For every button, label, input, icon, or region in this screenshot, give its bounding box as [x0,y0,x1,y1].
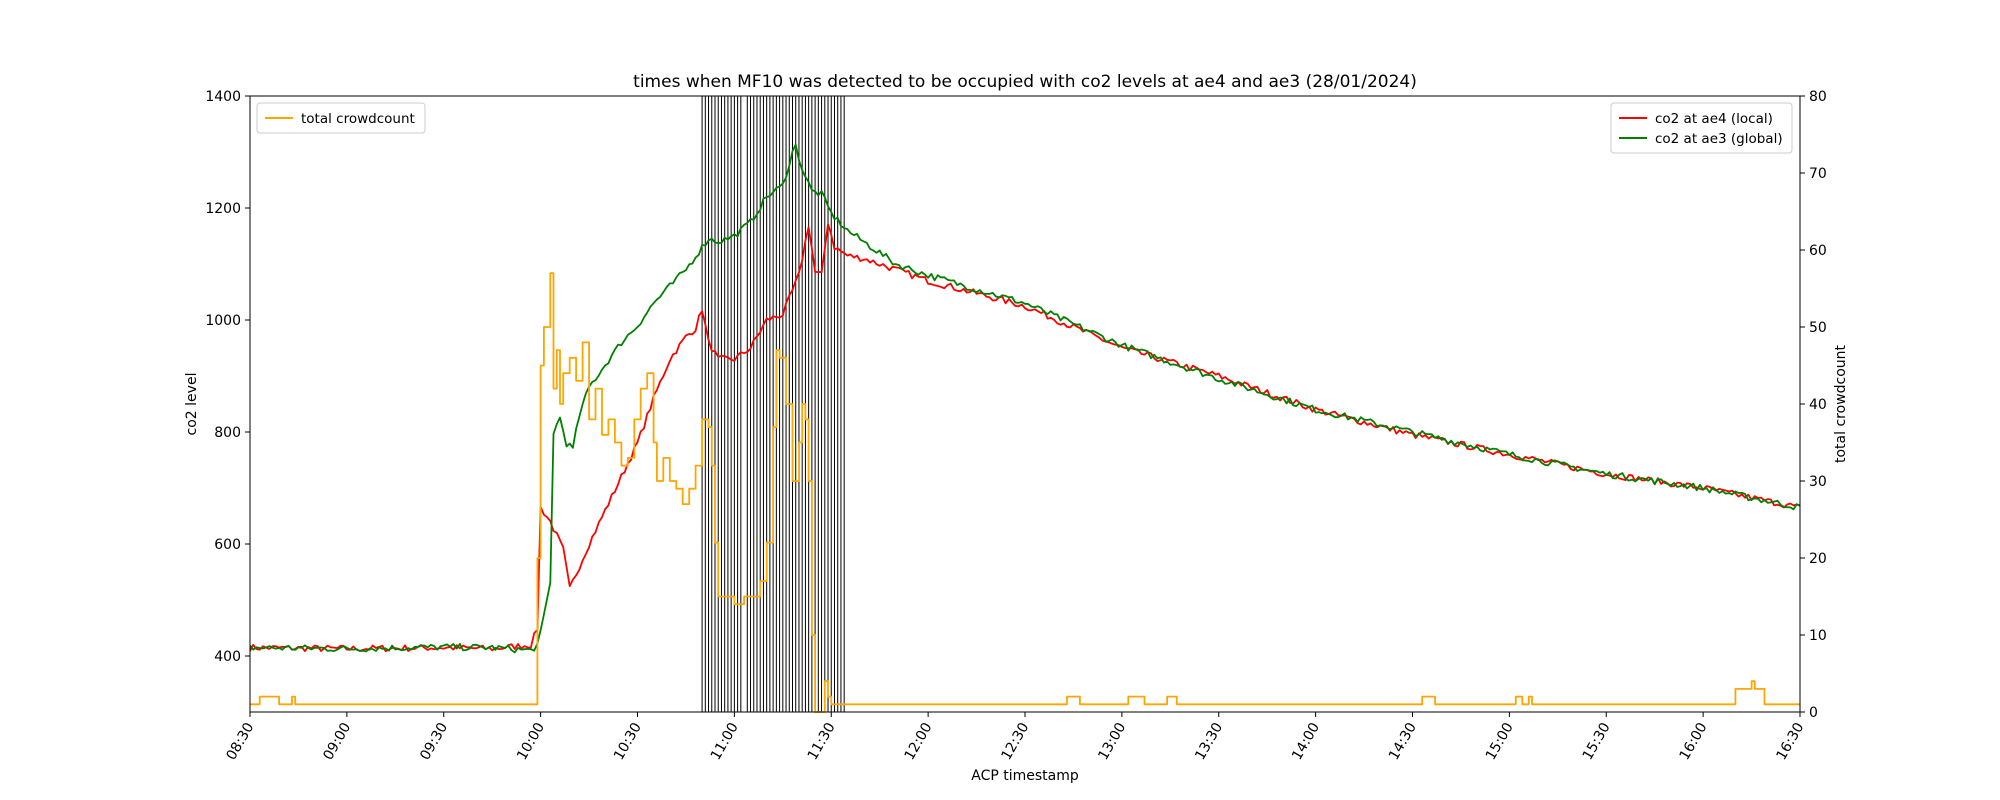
x-tick-label: 12:30 [998,720,1032,763]
axis-ticks: 08:30 09:00 09:30 10:00 10:30 11:00 11:30 12:00… [205,89,1826,763]
y-right-tick-label: 40 [1809,397,1827,413]
y-left-tick-label: 1400 [205,89,241,105]
x-tick-label: 10:30 [611,720,645,763]
legend-label: co2 at ae3 (global) [1655,131,1783,147]
occupancy-marks [701,96,845,712]
x-tick-label: 10:00 [514,720,548,763]
y-right-tick-label: 0 [1809,705,1818,721]
series-lines [249,143,1801,713]
y-left-tick-label: 800 [214,425,241,441]
x-tick-label: 14:30 [1386,720,1420,763]
x-tick-label: 09:30 [417,720,451,763]
y-left-tick-label: 1000 [205,313,241,329]
legend-box [1610,102,1793,154]
x-tick-label: 12:00 [902,720,936,763]
y-right-tick-label: 60 [1809,243,1827,259]
series-line-total-crowdcount [250,272,1800,713]
chart-title: times when MF10 was detected to be occup… [633,72,1417,92]
plot-frame [249,95,1801,713]
legend-left: total crowdcount [256,102,426,134]
y-right-tick-label: 20 [1809,551,1827,567]
x-tick-label: 13:30 [1192,720,1226,763]
x-tick-label: 08:30 [223,720,257,763]
x-tick-label: 11:00 [708,720,742,763]
x-tick-label: 15:00 [1483,720,1517,763]
y-left-tick-label: 1200 [205,201,241,217]
x-tick-label: 13:00 [1095,720,1129,763]
y-right-tick-label: 80 [1809,89,1827,105]
x-tick-label: 16:00 [1677,720,1711,763]
x-tick-label: 09:00 [320,720,354,763]
legend-label: co2 at ae4 (local) [1655,111,1773,127]
y-right-tick-label: 70 [1809,166,1827,182]
x-tick-label: 14:00 [1289,720,1323,763]
y-axis-label-left: co2 level [184,373,200,436]
y-right-tick-label: 30 [1809,474,1827,490]
y-right-tick-label: 50 [1809,320,1827,336]
legend-right: co2 at ae4 (local) co2 at ae3 (global) [1610,102,1793,154]
y-left-tick-label: 600 [214,537,241,553]
x-tick-label: 16:30 [1773,720,1807,763]
x-tick-label: 15:30 [1580,720,1614,763]
series-line-co2-at-ae3-global [249,143,1801,654]
x-tick-label: 11:30 [805,720,839,763]
legend-label: total crowdcount [301,111,415,127]
legend-box [256,102,426,134]
series-line-co2-at-ae4-local [249,223,1801,653]
y-axis-label-right: total crowdcount [1833,344,1849,463]
y-left-tick-label: 400 [214,649,241,665]
y-right-tick-label: 10 [1809,628,1827,644]
x-axis-label: ACP timestamp [971,768,1079,784]
